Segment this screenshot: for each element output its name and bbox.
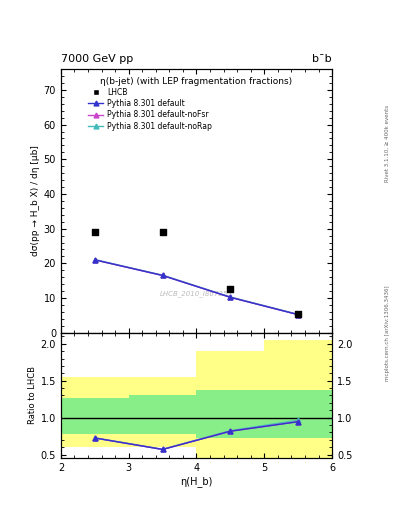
Point	[160, 228, 166, 236]
Text: LHCB_2010_I867355: LHCB_2010_I867355	[160, 290, 233, 296]
Legend: LHCB, Pythia 8.301 default, Pythia 8.301 default-noFsr, Pythia 8.301 default-noR: LHCB, Pythia 8.301 default, Pythia 8.301…	[86, 86, 213, 132]
Text: mcplots.cern.ch [arXiv:1306.3436]: mcplots.cern.ch [arXiv:1306.3436]	[385, 285, 389, 380]
X-axis label: η(H_b): η(H_b)	[180, 476, 213, 487]
Text: 7000 GeV pp: 7000 GeV pp	[61, 54, 133, 64]
Text: b¯b: b¯b	[312, 54, 332, 64]
Point	[295, 310, 301, 318]
Text: Rivet 3.1.10, ≥ 400k events: Rivet 3.1.10, ≥ 400k events	[385, 105, 389, 182]
Point	[92, 228, 98, 236]
Y-axis label: Ratio to LHCB: Ratio to LHCB	[28, 367, 37, 424]
Text: η(b-jet) (with LEP fragmentation fractions): η(b-jet) (with LEP fragmentation fractio…	[101, 77, 292, 86]
Point	[227, 285, 233, 293]
Y-axis label: dσ(pp → H_b X) / dη [μb]: dσ(pp → H_b X) / dη [μb]	[31, 145, 40, 257]
